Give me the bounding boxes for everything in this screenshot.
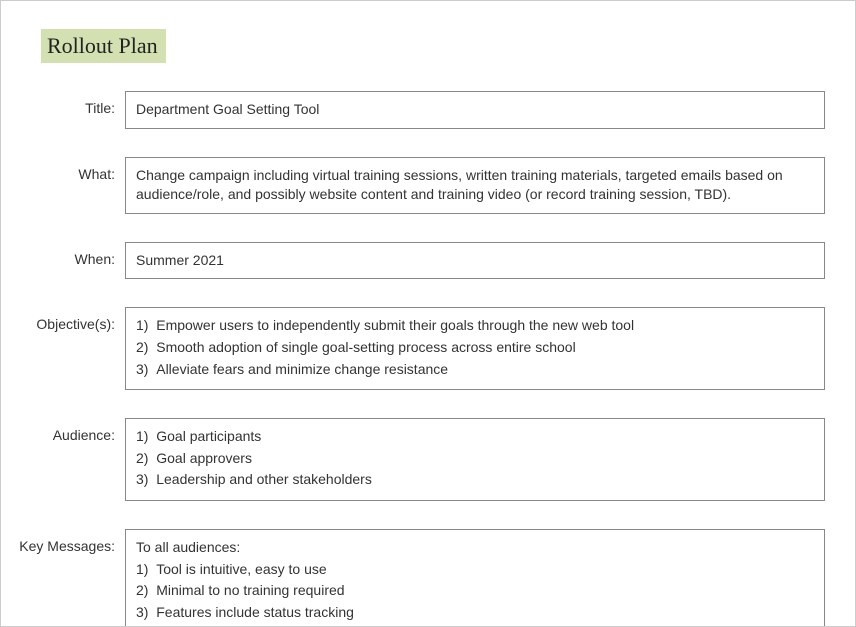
form-container: Title: Department Goal Setting Tool What… (1, 91, 855, 627)
field-what[interactable]: Change campaign including virtual traini… (125, 157, 825, 214)
list-item: Smooth adoption of single goal-setting p… (136, 338, 814, 358)
list-item: Goal participants (136, 427, 814, 447)
row-objectives: Objective(s): Empower users to independe… (1, 307, 825, 390)
page-title: Rollout Plan (41, 29, 166, 63)
objectives-list: Empower users to independently submit th… (136, 316, 814, 379)
field-title[interactable]: Department Goal Setting Tool (125, 91, 825, 129)
row-audience: Audience: Goal participants Goal approve… (1, 418, 825, 501)
field-audience[interactable]: Goal participants Goal approvers Leaders… (125, 418, 825, 501)
label-title: Title: (1, 91, 125, 117)
key-messages-lead: To all audiences: (136, 538, 814, 558)
field-objectives[interactable]: Empower users to independently submit th… (125, 307, 825, 390)
list-item: Alleviate fears and minimize change resi… (136, 360, 814, 380)
label-when: When: (1, 242, 125, 268)
field-when[interactable]: Summer 2021 (125, 242, 825, 280)
list-item: Tool is intuitive, easy to use (136, 560, 814, 580)
label-audience: Audience: (1, 418, 125, 444)
label-objectives: Objective(s): (1, 307, 125, 333)
list-item: Goal approvers (136, 449, 814, 469)
row-when: When: Summer 2021 (1, 242, 825, 280)
row-what: What: Change campaign including virtual … (1, 157, 825, 214)
key-messages-list: Tool is intuitive, easy to use Minimal t… (136, 560, 814, 623)
list-item: Minimal to no training required (136, 581, 814, 601)
label-what: What: (1, 157, 125, 183)
audience-list: Goal participants Goal approvers Leaders… (136, 427, 814, 490)
list-item: Empower users to independently submit th… (136, 316, 814, 336)
field-key-messages[interactable]: To all audiences: Tool is intuitive, eas… (125, 529, 825, 627)
row-title: Title: Department Goal Setting Tool (1, 91, 825, 129)
page-container: Rollout Plan Title: Department Goal Sett… (0, 0, 856, 627)
label-key-messages: Key Messages: (1, 529, 125, 555)
list-item: Leadership and other stakeholders (136, 470, 814, 490)
list-item: Features include status tracking (136, 603, 814, 623)
row-key-messages: Key Messages: To all audiences: Tool is … (1, 529, 825, 627)
